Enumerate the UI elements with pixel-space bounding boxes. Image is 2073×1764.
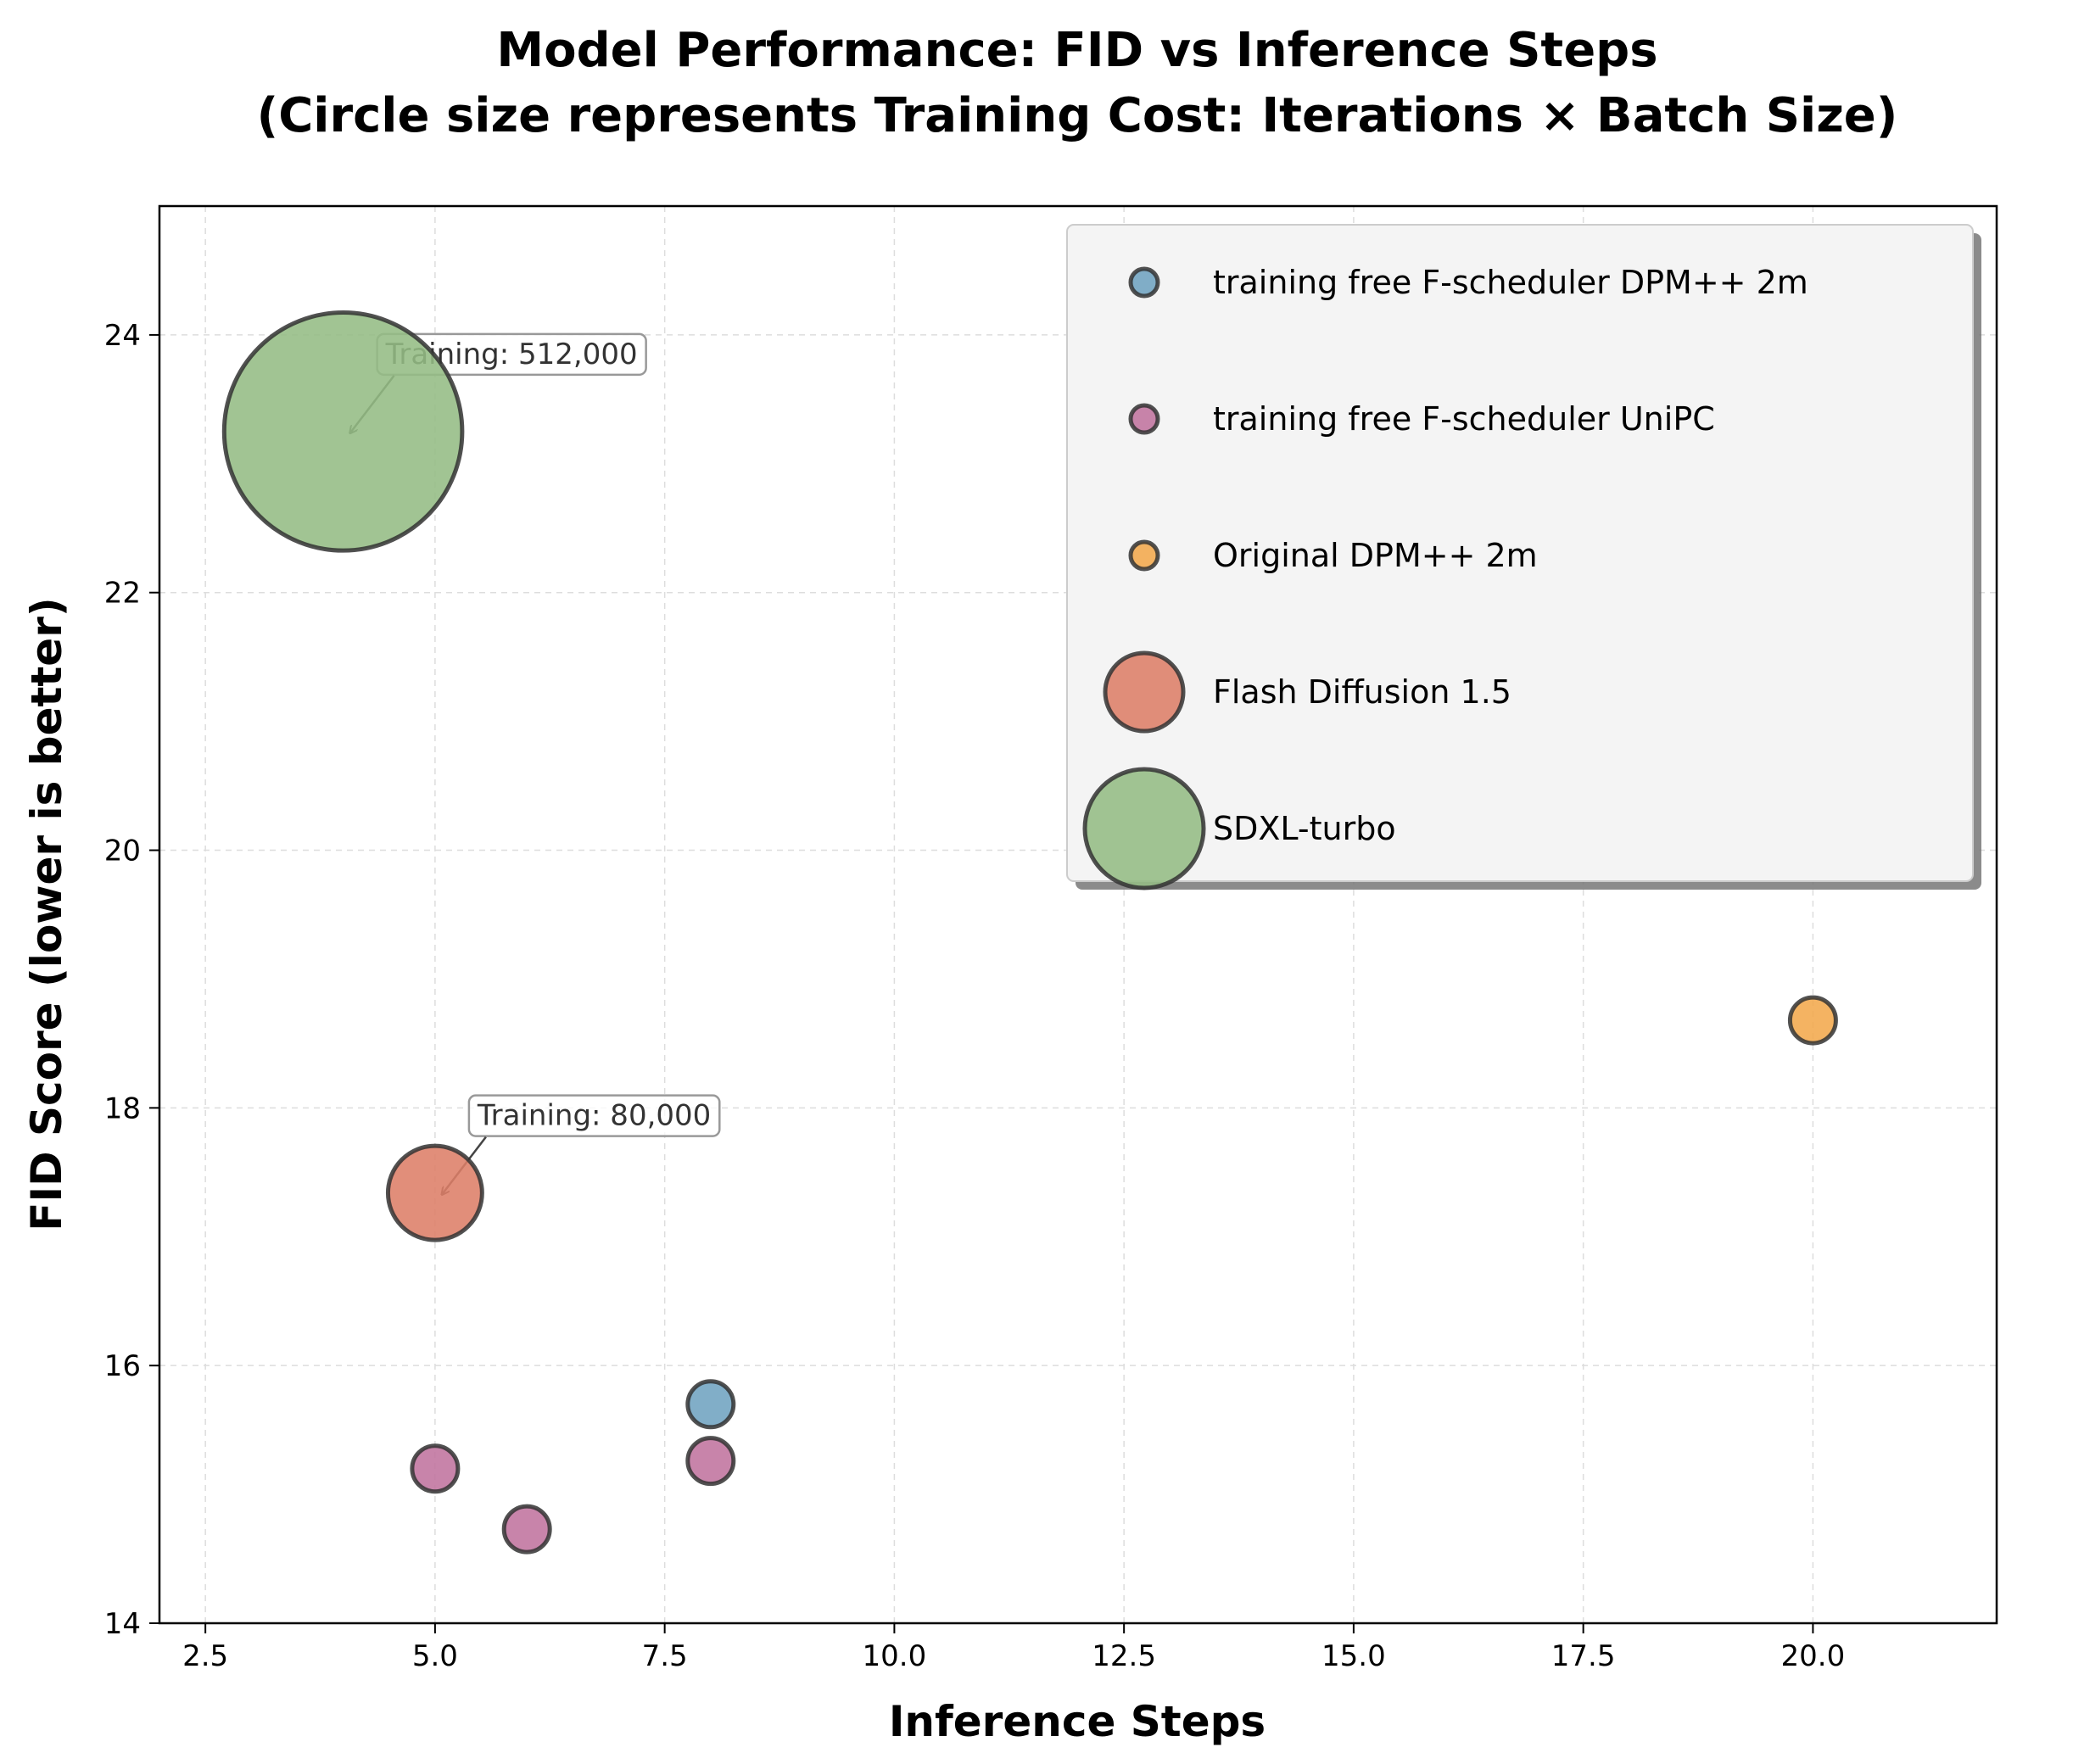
- point-original-dpm-2m: [1787, 995, 1838, 1046]
- legend-marker-sdxl-turbo: [1082, 767, 1206, 890]
- legend-marker-training-free-f-scheduler-dpm-2m: [1128, 266, 1160, 299]
- legend-label-training-free-f-scheduler-unipc: training free F-scheduler UniPC: [1213, 400, 1715, 438]
- x-tick-label: 2.5: [182, 1639, 228, 1673]
- y-tick-label: 18: [104, 1091, 141, 1125]
- chart-title-line-1: Model Performance: FID vs Inference Step…: [496, 23, 1657, 78]
- annotation-label: Training: 80,000: [477, 1099, 711, 1133]
- y-axis-label: FID Score (lower is better): [22, 597, 71, 1231]
- chart-title-line-2: (Circle size represents Training Cost: I…: [257, 88, 1898, 143]
- x-tick-label: 5.0: [412, 1639, 458, 1673]
- legend-marker-flash-diffusion-1-5: [1103, 650, 1186, 734]
- legend-label-training-free-f-scheduler-dpm-2m: training free F-scheduler DPM++ 2m: [1213, 264, 1808, 301]
- x-axis-label: Inference Steps: [889, 1697, 1266, 1746]
- legend-label-sdxl-turbo: SDXL-turbo: [1213, 810, 1396, 847]
- point-sdxl-turbo: [221, 310, 465, 553]
- y-tick-label: 14: [104, 1607, 141, 1641]
- point-training-free-f-scheduler-unipc: [501, 1504, 552, 1555]
- y-tick-label: 22: [104, 577, 141, 611]
- legend-entries: training free F-scheduler DPM++ 2m traini…: [1082, 264, 1808, 890]
- point-flash-diffusion-1-5: [385, 1143, 484, 1242]
- y-tick-label: 16: [104, 1349, 141, 1383]
- y-tick-label: 20: [104, 835, 141, 868]
- y-tick-label: 24: [104, 319, 141, 353]
- legend-marker-original-dpm-2m: [1128, 539, 1160, 572]
- point-training-free-f-scheduler-unipc: [410, 1443, 461, 1494]
- plot-frame: [158, 204, 1998, 1625]
- legend-box: [1066, 224, 1974, 882]
- point-training-free-f-scheduler-dpm-2m: [685, 1379, 736, 1430]
- legend-label-flash-diffusion-1-5: Flash Diffusion 1.5: [1213, 673, 1511, 711]
- x-tick-label: 20.0: [1781, 1639, 1846, 1673]
- x-tick-label: 12.5: [1092, 1639, 1156, 1673]
- axis-ticks: 2.5 5.0 7.5 10.0 12.5 15.0 17.5 20.0 14 16 18 20 22 2…: [104, 319, 1846, 1673]
- annotation-box: [467, 1094, 721, 1137]
- legend-marker-training-free-f-scheduler-unipc: [1128, 403, 1160, 435]
- x-tick-label: 17.5: [1551, 1639, 1616, 1673]
- data-points: [221, 310, 1838, 1555]
- point-training-free-f-scheduler-unipc: [685, 1436, 736, 1487]
- annotation-callout: Training: 80,000: [442, 1094, 721, 1195]
- legend: training free F-scheduler DPM++ 2m traini…: [1066, 224, 1981, 890]
- x-tick-label: 15.0: [1321, 1639, 1386, 1673]
- x-tick-label: 10.0: [863, 1639, 927, 1673]
- legend-label-original-dpm-2m: Original DPM++ 2m: [1213, 537, 1538, 574]
- x-tick-label: 7.5: [642, 1639, 688, 1673]
